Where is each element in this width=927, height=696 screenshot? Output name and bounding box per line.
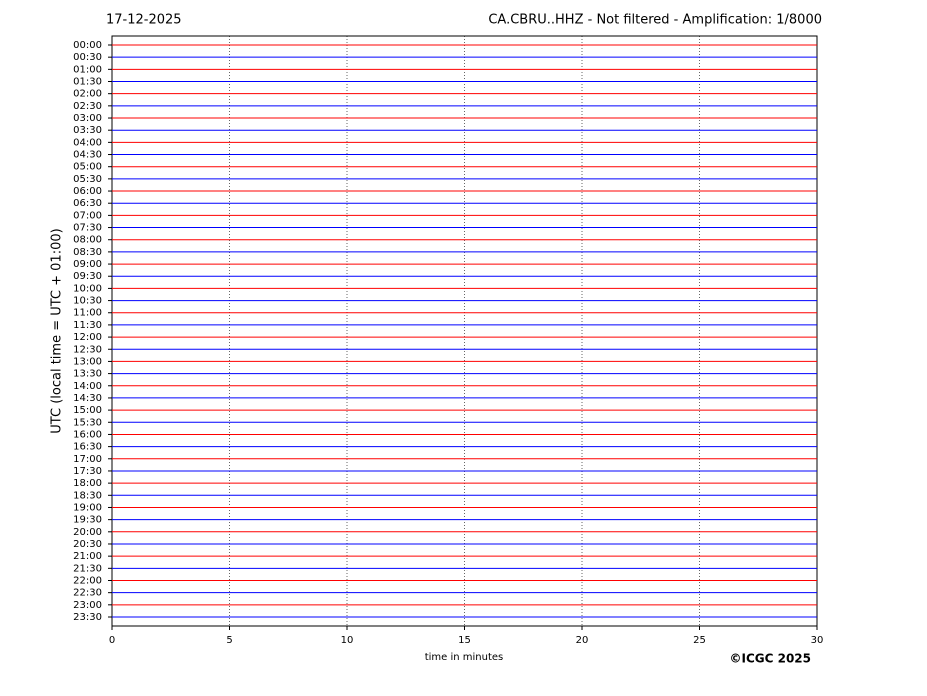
y-tick-label: 04:00 (73, 137, 102, 148)
y-tick-label: 08:30 (73, 247, 102, 258)
y-tick-label: 15:30 (73, 417, 102, 428)
y-tick-label: 18:00 (73, 478, 102, 489)
y-axis-label: UTC (local time = UTC + 01:00) (50, 228, 65, 433)
y-tick-label: 12:30 (73, 344, 102, 355)
y-tick-label: 03:30 (73, 125, 102, 136)
y-tick-label: 23:00 (73, 600, 102, 611)
y-tick-label: 13:30 (73, 369, 102, 380)
y-tick-label: 09:30 (73, 271, 102, 282)
y-tick-label: 22:30 (73, 588, 102, 599)
y-tick-label: 21:00 (73, 551, 102, 562)
y-tick-label: 05:00 (73, 162, 102, 173)
chart-title: CA.CBRU..HHZ - Not filtered - Amplificat… (488, 13, 822, 28)
y-tick-label: 09:00 (73, 259, 102, 270)
y-tick-label: 00:30 (73, 52, 102, 63)
y-tick-label: 08:00 (73, 235, 102, 246)
x-tick-label: 0 (109, 635, 115, 646)
y-tick-label: 01:30 (73, 77, 102, 88)
x-axis-label: time in minutes (425, 652, 504, 663)
y-tick-label: 21:30 (73, 563, 102, 574)
y-tick-label: 22:00 (73, 575, 102, 586)
y-tick-label: 14:00 (73, 381, 102, 392)
y-tick-label: 04:30 (73, 150, 102, 161)
y-tick-label: 14:30 (73, 393, 102, 404)
y-tick-label: 16:00 (73, 429, 102, 440)
y-tick-label: 06:30 (73, 198, 102, 209)
y-tick-label: 00:00 (73, 40, 102, 51)
y-tick-label: 07:00 (73, 210, 102, 221)
y-tick-label: 16:30 (73, 442, 102, 453)
y-tick-label: 03:00 (73, 113, 102, 124)
y-tick-label: 11:30 (73, 320, 102, 331)
y-tick-label: 23:30 (73, 612, 102, 623)
y-tick-label: 06:00 (73, 186, 102, 197)
y-tick-label: 10:30 (73, 296, 102, 307)
y-tick-label: 11:00 (73, 308, 102, 319)
y-tick-label: 07:30 (73, 223, 102, 234)
x-tick-label: 15 (458, 635, 471, 646)
y-tick-label: 17:30 (73, 466, 102, 477)
y-tick-label: 19:30 (73, 515, 102, 526)
y-tick-label: 02:00 (73, 89, 102, 100)
credit: ©ICGC 2025 (729, 652, 811, 666)
x-tick-label: 20 (576, 635, 589, 646)
y-tick-label: 19:00 (73, 502, 102, 513)
x-tick-label: 5 (226, 635, 232, 646)
y-tick-label: 20:00 (73, 527, 102, 538)
y-tick-label: 02:30 (73, 101, 102, 112)
y-tick-label: 05:30 (73, 174, 102, 185)
y-tick-label: 18:30 (73, 490, 102, 501)
date-title: 17-12-2025 (106, 13, 182, 28)
y-tick-label: 13:00 (73, 356, 102, 367)
y-tick-label: 12:00 (73, 332, 102, 343)
y-tick-label: 17:00 (73, 454, 102, 465)
x-tick-label: 30 (811, 635, 824, 646)
y-tick-label: 01:00 (73, 64, 102, 75)
y-tick-label: 20:30 (73, 539, 102, 550)
y-tick-label: 15:00 (73, 405, 102, 416)
x-tick-label: 25 (693, 635, 706, 646)
y-tick-label: 10:00 (73, 283, 102, 294)
x-tick-label: 10 (341, 635, 354, 646)
